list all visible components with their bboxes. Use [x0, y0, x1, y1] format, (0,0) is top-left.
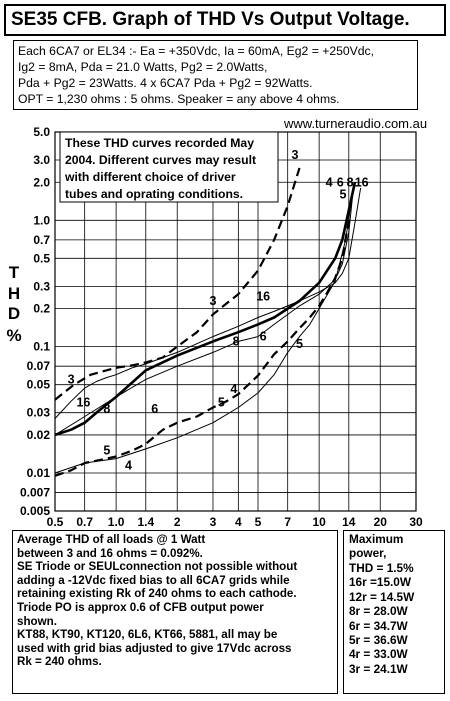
note-line: Average THD of all loads @ 1 Watt [17, 533, 206, 546]
y-tick-label: 0.2 [33, 302, 50, 316]
x-tick-label: 4 [235, 515, 242, 529]
series-line-16ohm [54, 188, 362, 419]
x-tick-label: 30 [409, 515, 423, 529]
annotation-box [59, 131, 279, 203]
power-row: THD = 1.5% [349, 561, 414, 575]
curve-label: 5 [339, 188, 346, 202]
annotation-line: with different choice of driver [64, 170, 236, 184]
power-row: 12r = 14.5W [349, 589, 415, 604]
x-tick-label: 0.7 [76, 515, 93, 529]
y-axis-label: D [8, 304, 20, 323]
note-line: between 3 and 16 ohms = 0.092%. [17, 546, 203, 560]
power-heading: power, [349, 546, 387, 560]
note-line: used with grid bias adjusted to give 17V… [17, 641, 292, 655]
page-title: SE35 CFB. Graph of THD Vs Output Voltage… [4, 4, 446, 36]
x-tick-label: 7 [284, 515, 291, 529]
series-line-3ohm [54, 167, 301, 401]
y-tick-label: 0.02 [27, 428, 51, 442]
x-tick-label: 10 [312, 515, 326, 529]
x-tick-label: 0.5 [47, 515, 64, 529]
x-tick-label: 14 [342, 515, 356, 529]
y-tick-label: 0.05 [27, 378, 51, 392]
y-tick-label: 0.005 [20, 504, 50, 518]
y-tick-label: 0.07 [27, 359, 51, 373]
note-line: retaining existing Rk of 240 ohms to eac… [17, 587, 297, 601]
curve-label: 8 [103, 402, 110, 416]
y-tick-label: 0.1 [33, 340, 50, 354]
y-tick-label: 1.0 [33, 213, 50, 227]
y-tick-label: 0.7 [33, 233, 50, 247]
curve-label: 8 [233, 334, 240, 348]
x-tick-label: 5 [255, 515, 262, 529]
series-line-6ohm [54, 185, 355, 436]
series-line-5ohm [54, 198, 353, 474]
curve-label: 3 [210, 294, 217, 308]
y-tick-label: 3.0 [33, 153, 50, 167]
curve-label: 4 [125, 458, 132, 472]
annotation-line: 2004. Different curves may result [65, 153, 256, 167]
note-line: Triode PO is approx 0.6 of CFB output po… [17, 600, 264, 614]
y-tick-label: 0.03 [27, 406, 51, 420]
power-row: 3r = 24.1W [349, 661, 408, 676]
x-tick-label: 20 [374, 515, 388, 529]
curve-label: 6 [337, 175, 344, 189]
curve-label: 5 [218, 396, 225, 410]
curve-label: 16 [355, 175, 369, 189]
y-tick-label: 0.3 [33, 279, 50, 293]
power-row: 5r = 36.6W [349, 633, 408, 648]
note-line: adding a -12Vdc fixed bias to all 6CA7 g… [17, 573, 290, 587]
x-tick-label: 1.0 [108, 515, 125, 529]
y-tick-label: 0.5 [33, 251, 50, 265]
note-line: KT88, KT90, KT120, 6L6, KT66, 5881, all … [17, 628, 278, 642]
y-tick-label: 0.007 [20, 486, 50, 500]
y-tick-label: 5.0 [33, 125, 50, 139]
curve-label: 6 [151, 402, 158, 416]
x-tick-label: 2 [174, 515, 181, 529]
note-line: Rk = 240 ohms. [17, 655, 102, 669]
power-heading: Maximum [349, 532, 404, 546]
annotation-line: tubes and oprating conditions. [65, 187, 243, 201]
power-row: 6r = 34.7W [349, 618, 408, 633]
curve-label: 5 [296, 337, 303, 351]
curve-label: 4 [230, 382, 237, 396]
power-row: 4r = 33.0W [349, 647, 408, 662]
x-tick-label: 1.4 [137, 515, 154, 529]
power-row: 16r =15.0W [349, 575, 411, 590]
chart-series [54, 167, 362, 477]
curve-label: 6 [260, 330, 267, 344]
max-power-box: Maximum power, THD = 1.5% 16r =15.0W 12r… [343, 530, 445, 694]
thd-chart: These THD curves recorded May 2004. Diffe… [6, 116, 427, 529]
x-tick-label: 3 [210, 515, 217, 529]
y-axis-label: H [8, 284, 20, 303]
spec-line: Ig2 = 8mA, Pda = 21.0 Watts, Pg2 = 2.0Wa… [18, 60, 268, 74]
curve-label: 4 [326, 175, 333, 189]
y-axis-label: % [6, 326, 21, 345]
curve-label: 3 [68, 372, 75, 386]
y-tick-label: 2.0 [33, 175, 50, 189]
curve-label: 5 [103, 444, 110, 458]
specs-box: Each 6CA7 or EL34 :- Ea = +350Vdc, Ia = … [13, 40, 418, 110]
note-line: SE Triode or SEULconnection not possible… [17, 560, 298, 574]
spec-line: OPT = 1,230 ohms : 5 ohms. Speaker = any… [18, 92, 340, 106]
chart-url: www.turneraudio.com.au [283, 116, 427, 131]
notes-box: Average THD of all loads @ 1 Watt betwee… [12, 530, 338, 694]
chart-ticks: 0.5 0.7 1.0 1.4 2 3 4 5 7 10 14 20 300.0050.0070.010… [6, 116, 427, 529]
spec-line: Each 6CA7 or EL34 :- Ea = +350Vdc, Ia = … [18, 44, 375, 58]
series-line-4ohm [54, 220, 350, 477]
annotation-line: These THD curves recorded May [65, 136, 254, 150]
note-line: shown. [17, 614, 57, 628]
curve-label: 8 [347, 175, 354, 189]
curve-label: 3 [291, 148, 298, 162]
curve-label: 16 [76, 396, 90, 410]
curve-label: 16 [256, 289, 270, 303]
power-row: 8r = 28.0W [349, 604, 408, 619]
series-line-8ohm [54, 182, 357, 437]
y-axis-label: T [9, 263, 20, 282]
spec-line: Pda + Pg2 = 23Watts. 4 x 6CA7 Pda + Pg2 … [18, 76, 313, 90]
chart-labels: These THD curves recorded May 2004. Diffe… [59, 131, 369, 472]
y-tick-label: 0.01 [27, 466, 51, 480]
